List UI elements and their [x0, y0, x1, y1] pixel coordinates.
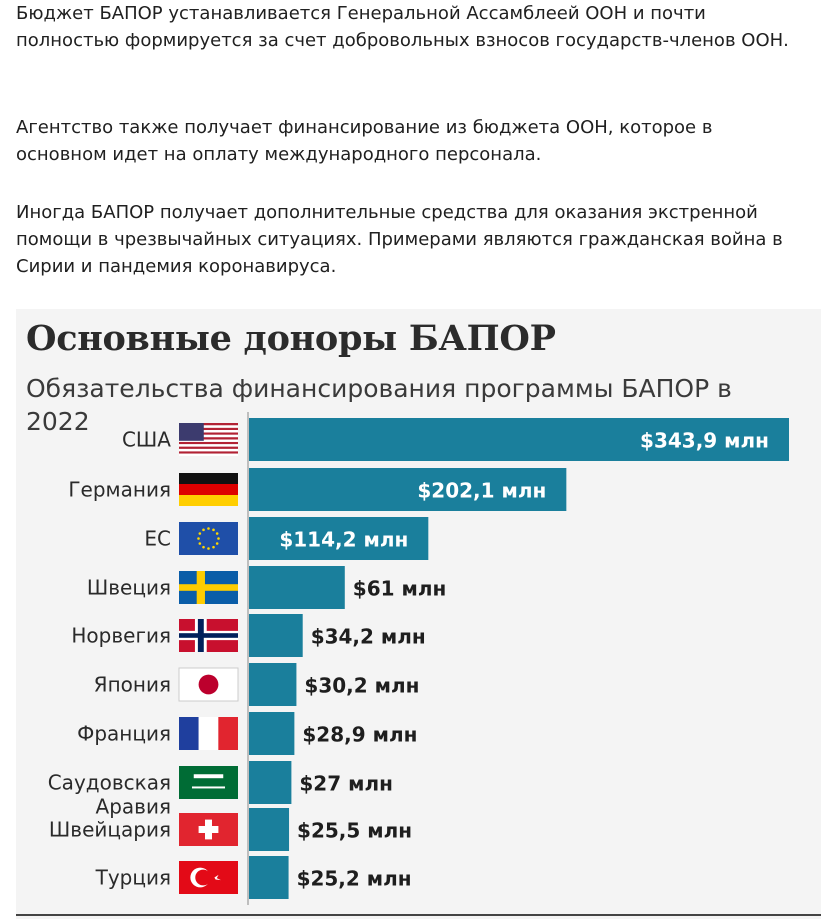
flag-switzerland-icon — [179, 813, 238, 846]
bar — [249, 468, 567, 511]
flag-saudi-arabia-icon — [179, 766, 238, 799]
value-label: $25,5 млн — [297, 819, 412, 843]
value-label: $114,2 млн — [279, 528, 408, 552]
category-label: Швейцария — [49, 818, 171, 842]
bar — [249, 614, 303, 657]
flag-japan-icon — [178, 667, 239, 702]
bar — [249, 663, 297, 706]
bar — [249, 808, 290, 851]
flag-eu-icon — [179, 522, 238, 555]
chart-panel — [16, 309, 821, 919]
bar — [249, 712, 295, 755]
bar — [249, 761, 292, 804]
category-label: Германия — [68, 478, 171, 502]
article-paragraph-2: Агентство также получает финансирование … — [16, 117, 713, 165]
value-label: $343,9 млн — [640, 429, 769, 453]
category-label: Швеция — [87, 576, 171, 600]
category-label: Турция — [95, 866, 171, 890]
value-label: $27 млн — [299, 772, 393, 796]
value-label: $61 млн — [353, 577, 447, 601]
value-label: $202,1 млн — [417, 479, 546, 503]
flag-usa-icon — [179, 423, 238, 456]
category-label: ЕС — [144, 527, 171, 551]
bar — [249, 418, 789, 461]
flag-norway-icon — [179, 619, 238, 652]
value-label: $28,9 млн — [302, 723, 417, 747]
chart-subtitle: Обязательства финансирования программы Б… — [26, 374, 732, 436]
flag-turkey-icon — [179, 861, 238, 894]
flag-sweden-icon — [179, 571, 238, 604]
category-label: Саудовская Аравия — [48, 771, 171, 819]
chart-bottom-rule — [16, 914, 821, 916]
value-label: $25,2 млн — [297, 867, 412, 891]
category-label: Япония — [94, 673, 171, 697]
value-label: $30,2 млн — [304, 674, 419, 698]
category-label: Франция — [77, 722, 171, 746]
category-label: Норвегия — [71, 624, 171, 648]
chart-title: Основные доноры БАПОР — [26, 318, 556, 359]
flag-france-icon — [179, 717, 238, 750]
article-paragraph-3: Иногда БАПОР получает дополнительные сре… — [16, 202, 783, 277]
bar — [249, 856, 289, 899]
article-paragraph-1: Бюджет БАПОР устанавливается Генеральной… — [16, 3, 789, 51]
bar — [249, 517, 429, 560]
flag-germany-icon — [179, 473, 238, 506]
category-label: США — [122, 428, 171, 452]
bar — [249, 566, 345, 609]
value-label: $34,2 млн — [311, 625, 426, 649]
